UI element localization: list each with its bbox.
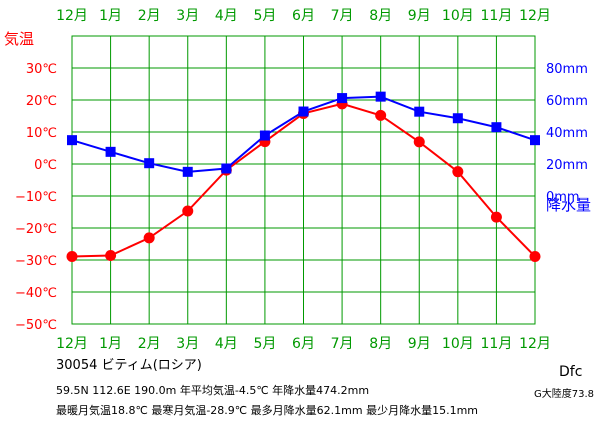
y-right-tick-label: 20mm [546, 158, 588, 173]
y-left-tick-label: −40℃ [15, 286, 57, 301]
temperature-point [105, 250, 117, 262]
y-left-tick-label: −30℃ [15, 254, 57, 269]
x-tick-label-bottom: 4月 [215, 336, 238, 352]
x-tick-label-bottom: 10月 [442, 336, 474, 352]
climate-classification: Dfc [559, 364, 583, 380]
y-left-tick-label: 10℃ [26, 126, 57, 141]
y-left-tick-label: −20℃ [15, 222, 57, 237]
precipitation-point [105, 146, 116, 157]
y-right-tick-label: 80mm [546, 62, 588, 77]
precipitation-point [182, 166, 193, 177]
y-right-tick-labels: 80mm 60mm 40mm 20mm 0mm [546, 62, 588, 205]
precipitation-point [337, 93, 348, 104]
y-left-tick-label: 0℃ [34, 158, 57, 173]
precipitation-point [414, 106, 425, 117]
precipitation-point [221, 163, 232, 174]
x-tick-label-bottom: 12月 [56, 336, 88, 352]
x-tick-label-top: 9月 [408, 8, 431, 24]
precipitation-point [530, 135, 540, 146]
plot-border [71, 35, 536, 325]
y-left-tick-label: −10℃ [15, 190, 57, 205]
temperature-point [143, 232, 155, 244]
temperature-point [529, 250, 541, 262]
x-tick-label-top: 3月 [176, 8, 199, 24]
x-tick-label-top: 5月 [253, 8, 276, 24]
station-summary-line2: 最暖月気温18.8℃ 最寒月気温-28.9℃ 最多月降水量62.1mm 最少月降… [56, 404, 478, 417]
precipitation-point [144, 158, 155, 169]
x-tick-labels-bottom: 12月 1月 2月 3月 4月 5月 6月 7月 8月 9月 10月 11月 12月 [56, 336, 551, 352]
x-tick-label-bottom: 7月 [331, 336, 354, 352]
x-tick-label-bottom: 2月 [138, 336, 161, 352]
station-summary-line1: 59.5N 112.6E 190.0m 年平均気温-4.5℃ 年降水量474.2… [56, 384, 370, 397]
x-tick-label-top: 10月 [442, 8, 474, 24]
x-tick-label-top: 12月 [56, 8, 88, 24]
plot-frame [71, 35, 536, 325]
x-tick-label-bottom: 11月 [481, 336, 513, 352]
x-tick-label-top: 4月 [215, 8, 238, 24]
x-tick-label-top: 11月 [481, 8, 513, 24]
x-tick-label-bottom: 3月 [176, 336, 199, 352]
x-tick-label-top: 1月 [99, 8, 122, 24]
x-tick-label-bottom: 9月 [408, 336, 431, 352]
station-name: 30054 ビティム(ロシア) [56, 358, 202, 373]
x-tick-label-bottom: 1月 [99, 336, 122, 352]
x-tick-labels-top: 12月 1月 2月 3月 4月 5月 6月 7月 8月 9月 10月 11月 12月 [56, 8, 551, 24]
x-tick-label-top: 2月 [138, 8, 161, 24]
continentality-index: G大陸度73.8 [534, 389, 595, 400]
precipitation-point [452, 113, 463, 124]
x-tick-label-bottom: 5月 [253, 336, 276, 352]
precipitation-point [67, 135, 77, 146]
y-right-tick-label: 0mm [546, 190, 580, 205]
chart-series [66, 91, 541, 262]
x-tick-label-bottom: 6月 [292, 336, 315, 352]
y-right-axis-title: 降水量 [546, 196, 591, 214]
y-left-tick-label: 30℃ [26, 62, 57, 77]
precipitation-point [259, 130, 270, 141]
x-tick-label-top: 6月 [292, 8, 315, 24]
x-tick-label-top: 8月 [369, 8, 392, 24]
x-tick-label-top: 7月 [331, 8, 354, 24]
precipitation-point [375, 91, 386, 102]
temperature-point [452, 166, 464, 178]
temperature-point [375, 109, 387, 121]
precipitation-series [67, 91, 540, 177]
y-left-tick-label: 20℃ [26, 94, 57, 109]
y-left-tick-labels: 30℃ 20℃ 10℃ 0℃ −10℃ −20℃ −30℃ −40℃ −50℃ [15, 62, 57, 333]
precipitation-point [491, 122, 502, 133]
temperature-point [182, 205, 194, 217]
x-tick-label-bottom: 8月 [369, 336, 392, 352]
precipitation-point [298, 106, 309, 117]
y-right-tick-label: 60mm [546, 94, 588, 109]
y-left-axis-title: 気温 [4, 30, 34, 48]
temperature-point [413, 136, 425, 148]
temperature-point [490, 211, 502, 223]
x-tick-label-bottom: 12月 [519, 336, 551, 352]
y-right-tick-label: 40mm [546, 126, 588, 141]
x-tick-label-top: 12月 [519, 8, 551, 24]
y-left-tick-label: −50℃ [15, 318, 57, 333]
temperature-point [66, 250, 78, 262]
